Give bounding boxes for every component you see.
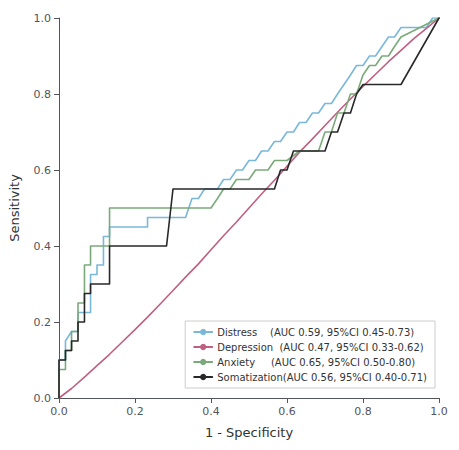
svg-text:0.0: 0.0 xyxy=(34,392,52,405)
svg-text:Anxiety (AUC 0.65, 95%CI 0: Anxiety (AUC 0.65, 95%CI 0.50-0.80) xyxy=(217,357,415,368)
svg-text:Sensitivity: Sensitivity xyxy=(7,174,22,242)
svg-text:Distress (AUC 0.59, 95%CI 0: Distress (AUC 0.59, 95%CI 0.45-0.73) xyxy=(217,327,414,338)
svg-text:0.4: 0.4 xyxy=(34,240,52,253)
svg-text:0.6: 0.6 xyxy=(278,405,296,418)
svg-text:0.6: 0.6 xyxy=(34,164,52,177)
svg-text:0.0: 0.0 xyxy=(50,405,68,418)
svg-text:0.8: 0.8 xyxy=(34,88,52,101)
svg-text:Somatization(AUC 0.56, 95%CI 0: Somatization(AUC 0.56, 95%CI 0.40-0.71) xyxy=(217,372,427,383)
svg-text:0.4: 0.4 xyxy=(202,405,220,418)
svg-text:0.2: 0.2 xyxy=(126,405,144,418)
svg-text:1.0: 1.0 xyxy=(34,12,52,25)
svg-text:1 - Specificity: 1 - Specificity xyxy=(205,425,294,440)
svg-text:0.8: 0.8 xyxy=(354,405,372,418)
svg-text:1.0: 1.0 xyxy=(430,405,448,418)
svg-text:Depression (AUC 0.47, 95%CI 0: Depression (AUC 0.47, 95%CI 0.33-0.62) xyxy=(217,342,424,353)
svg-text:0.2: 0.2 xyxy=(34,316,52,329)
